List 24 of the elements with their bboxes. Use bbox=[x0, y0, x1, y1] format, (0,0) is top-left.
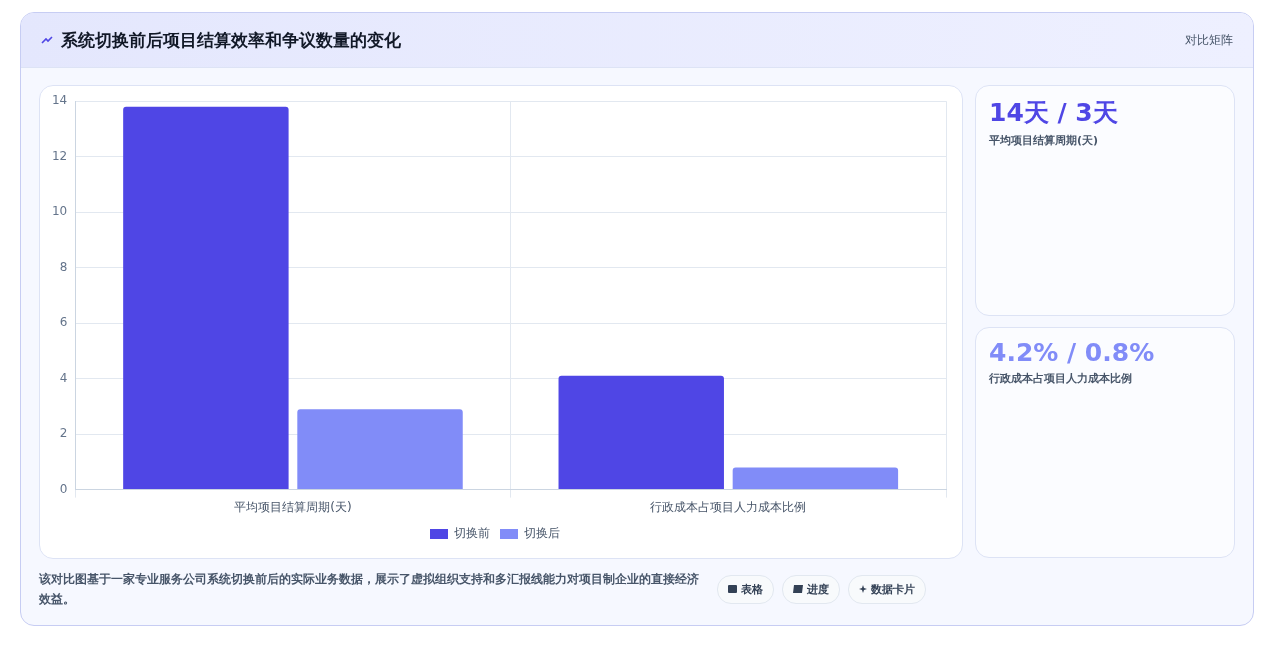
text: 平均项目结算周期(天) bbox=[989, 133, 1100, 148]
y-tick-label: 8 bbox=[59, 259, 68, 274]
text: 对比矩阵 bbox=[1185, 31, 1233, 49]
text: 表格 bbox=[741, 581, 763, 597]
chart-title: 系统切换前后项目结算效率和争议数量的变化 bbox=[61, 28, 401, 52]
y-tick-label: 4 bbox=[59, 370, 68, 385]
bar bbox=[732, 467, 899, 490]
bar bbox=[123, 106, 289, 490]
y-tick-label: 2 bbox=[59, 426, 68, 441]
text: 行政成本占项目人力成本比例 bbox=[989, 371, 1133, 386]
text: 14天 / 3天 bbox=[989, 97, 1119, 129]
y-tick-label: 12 bbox=[51, 148, 68, 163]
text: 4.2% / 0.8% bbox=[989, 338, 1156, 367]
y-tick-label: 10 bbox=[51, 204, 68, 219]
text: 进度 bbox=[807, 581, 829, 597]
y-tick-label: 0 bbox=[59, 481, 68, 496]
text: 该对比图基于一家专业服务公司系统切换前后的实际业务数据，展示了虚拟组织支持和多汇报线能力对项目制企业的直接经济效益。 bbox=[39, 571, 699, 608]
bar bbox=[297, 409, 463, 490]
legend-label: 切换前 bbox=[454, 526, 490, 541]
bar bbox=[558, 375, 724, 490]
text: 数据卡片 bbox=[871, 581, 915, 597]
y-tick-label: 6 bbox=[59, 315, 68, 330]
y-tick-label: 14 bbox=[51, 93, 68, 108]
legend-label: 切换后 bbox=[524, 526, 560, 541]
